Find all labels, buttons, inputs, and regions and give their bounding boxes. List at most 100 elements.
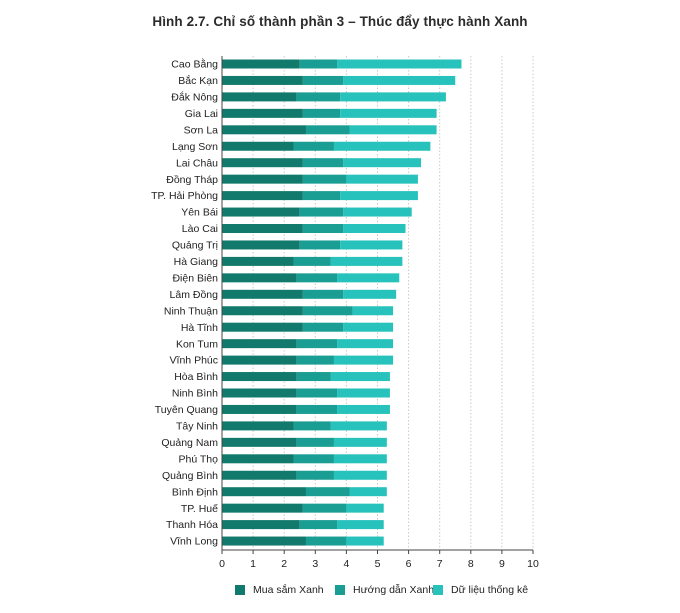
bar-segment	[299, 207, 344, 217]
category-label: Lạng Sơn	[172, 141, 218, 153]
bar-segment	[343, 289, 397, 299]
bar-segment	[333, 141, 431, 151]
category-label: Vĩnh Long	[170, 536, 218, 548]
bar-segment	[333, 355, 394, 365]
bar-segment	[343, 75, 456, 85]
bar-segment	[330, 372, 390, 382]
bar-segment	[222, 388, 297, 398]
bar-segment	[222, 306, 303, 316]
legend-item: Mua sắm Xanh	[235, 582, 324, 598]
bar-segment	[302, 158, 344, 168]
bar-segment	[222, 273, 297, 283]
category-label: Thanh Hóa	[166, 519, 218, 531]
bar-segment	[346, 536, 384, 546]
category-label: Kon Tum	[176, 338, 218, 350]
bar-segment	[222, 520, 300, 530]
category-label: Tuyên Quang	[155, 404, 218, 416]
bar-segment	[343, 224, 406, 233]
x-tick-label: 4	[343, 558, 349, 570]
x-tick-label: 8	[468, 558, 474, 570]
bar-segment	[222, 454, 294, 464]
x-tick-label: 3	[312, 558, 318, 570]
bar-segment	[222, 240, 300, 250]
bar-segment	[293, 141, 334, 151]
bar-segment	[305, 125, 350, 135]
bar-segment	[302, 503, 347, 513]
x-tick-label: 5	[375, 558, 381, 570]
category-label: Bắc Kạn	[178, 74, 218, 87]
bar-segment	[343, 158, 422, 168]
bar-segment	[222, 372, 297, 382]
bar-segment	[299, 240, 341, 250]
bar-segment	[296, 339, 338, 349]
category-label: Sơn La	[184, 124, 218, 136]
x-tick-label: 6	[406, 558, 412, 570]
x-tick-label: 1	[250, 558, 256, 570]
x-tick-label: 7	[437, 558, 443, 570]
category-label: Đắk Nông	[171, 91, 218, 104]
bar-segment	[222, 536, 306, 546]
category-label: Quảng Nam	[161, 437, 218, 449]
legend-label: Mua sắm Xanh	[253, 584, 324, 596]
bar-segment	[296, 355, 334, 365]
bar-segment	[346, 503, 384, 513]
bar-segment	[296, 388, 338, 398]
bar-segment	[349, 487, 387, 497]
bar-segment	[352, 306, 394, 316]
category-label: Tây Ninh	[176, 421, 218, 433]
bar-segment	[293, 454, 334, 464]
bar-segment	[222, 59, 300, 69]
category-label: Hà Tĩnh	[181, 322, 218, 334]
x-tick-label: 0	[219, 558, 225, 570]
category-label: Yên Bái	[181, 207, 218, 219]
bar-segment	[222, 75, 303, 85]
bar-segment	[222, 92, 297, 102]
category-label: Lào Cai	[182, 223, 218, 235]
legend-item: Hướng dẫn Xanh	[335, 582, 434, 598]
legend-swatch	[335, 585, 345, 595]
bar-segment	[333, 470, 387, 480]
bar-segment	[222, 108, 303, 118]
chart-legend: Mua sắm Xanh Hướng dẫn Xanh Dữ liệu thống …	[0, 582, 680, 598]
category-label: Ninh Thuận	[164, 305, 218, 317]
bar-segment	[302, 75, 344, 85]
bar-segment	[343, 207, 412, 217]
bar-segment	[305, 487, 350, 497]
bar-segment	[340, 191, 418, 201]
bar-segment	[340, 92, 446, 102]
bar-segment	[337, 520, 384, 530]
bar-segment	[302, 322, 344, 332]
bar-segment	[302, 289, 344, 299]
bar-segment	[302, 191, 341, 201]
bar-segment	[222, 158, 303, 168]
bar-segment	[222, 437, 297, 447]
bar-segment	[333, 437, 387, 447]
bar-segment	[222, 256, 294, 266]
bar-segment	[222, 191, 303, 201]
bar-segment	[222, 404, 297, 414]
bar-segment	[222, 503, 303, 513]
bar-segment	[222, 141, 294, 151]
bar-segment	[337, 404, 390, 414]
category-label: Cao Bằng	[171, 58, 218, 71]
bar-segment	[222, 207, 300, 217]
bar-segment	[330, 256, 403, 266]
category-label: TP. Hải Phòng	[151, 190, 218, 202]
bar-segment	[296, 470, 334, 480]
bar-segment	[222, 470, 297, 480]
bar-segment	[337, 388, 390, 398]
category-label: Phú Thọ	[178, 453, 218, 465]
bar-segment	[337, 59, 462, 69]
bar-segment	[222, 224, 303, 233]
bar-segment	[337, 273, 400, 283]
category-label: Hà Giang	[174, 256, 219, 268]
category-label: Hòa Bình	[174, 371, 218, 383]
bar-segment	[222, 125, 306, 135]
x-tick-label: 9	[499, 558, 505, 570]
bar-segment	[296, 404, 338, 414]
chart-title: Hình 2.7. Chỉ số thành phần 3 – Thúc đẩy…	[152, 14, 528, 29]
category-label: Ninh Bình	[172, 388, 218, 400]
bar-segment	[222, 322, 303, 332]
